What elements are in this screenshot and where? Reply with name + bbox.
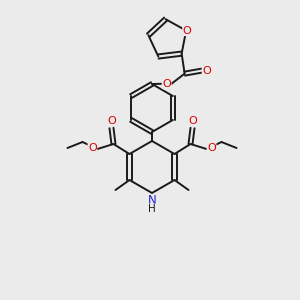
Text: O: O [107,116,116,126]
Text: O: O [207,143,216,153]
Text: O: O [188,116,197,126]
Text: O: O [202,66,211,76]
Text: N: N [148,194,156,208]
Text: O: O [183,26,191,35]
Text: H: H [148,204,156,214]
Text: O: O [162,79,171,88]
Text: O: O [88,143,97,153]
